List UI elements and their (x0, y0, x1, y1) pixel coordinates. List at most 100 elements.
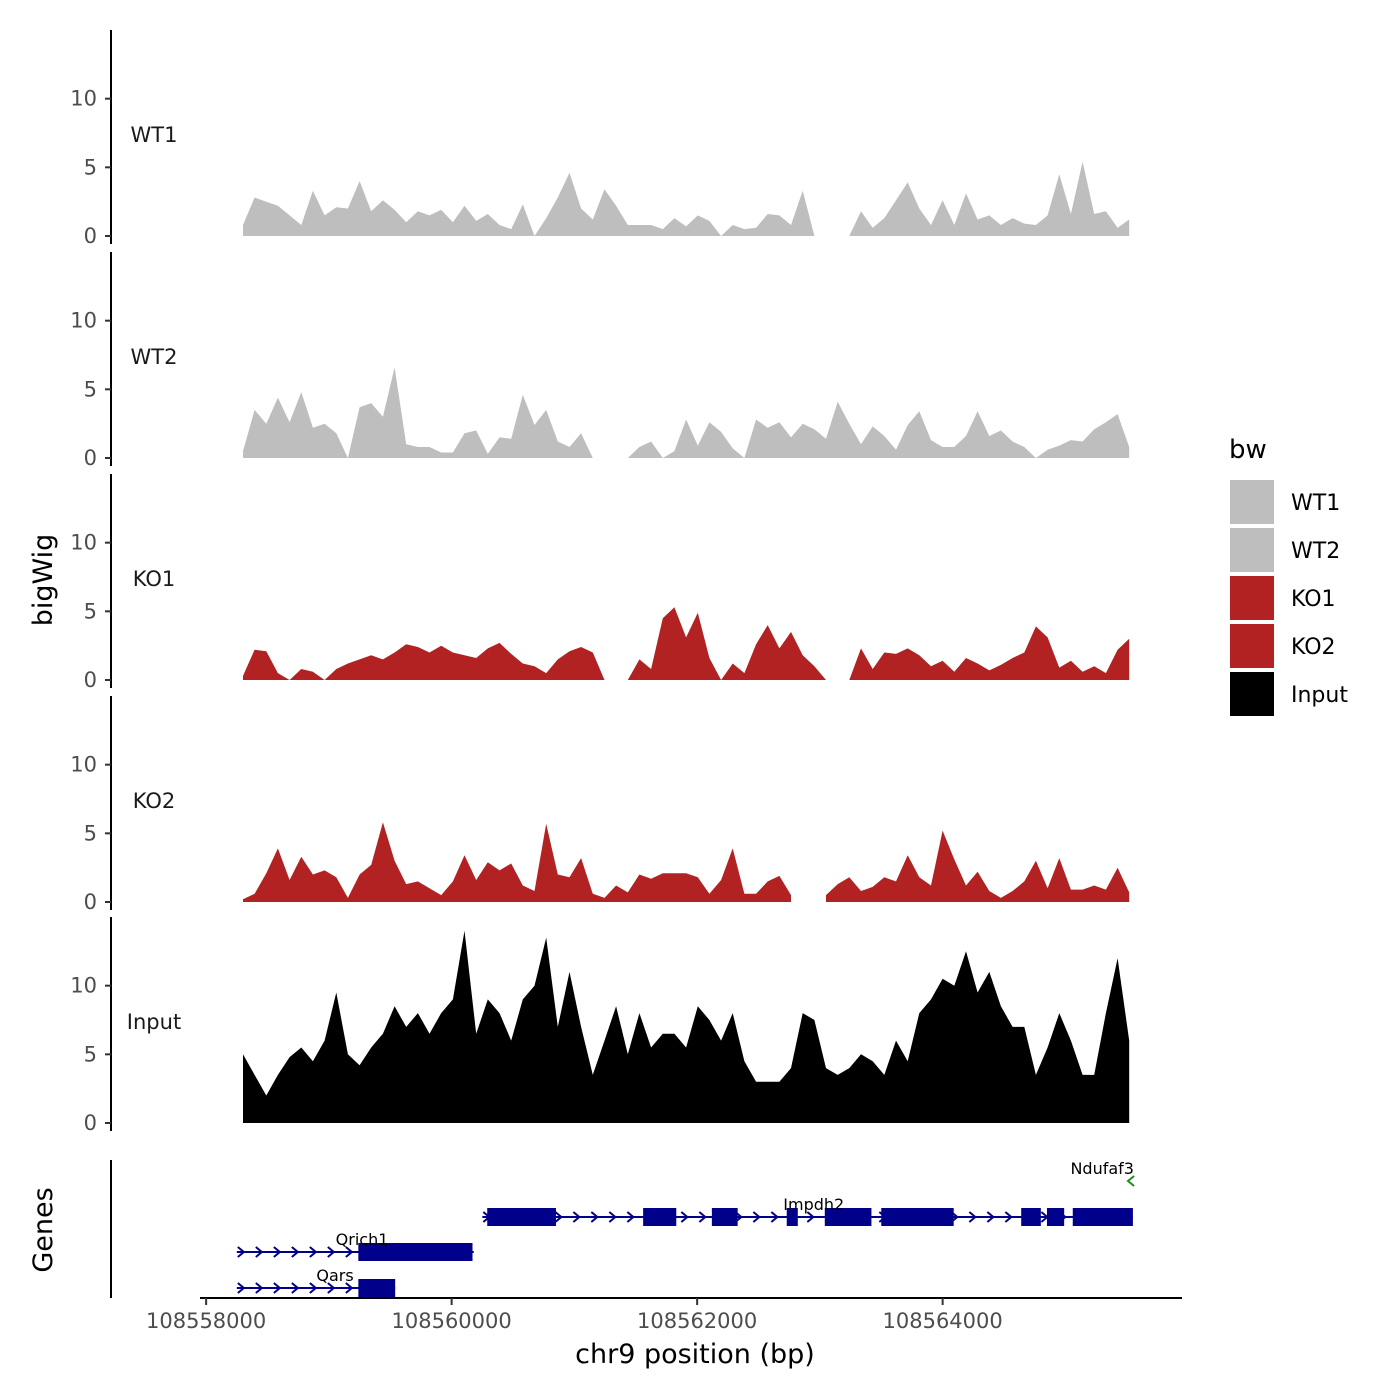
coverage-area (849, 161, 1130, 236)
legend-label: KO1 (1291, 587, 1336, 612)
y-tick-label: 10 (70, 87, 97, 111)
x-tick-label: 108558000 (146, 1309, 266, 1333)
gene-label: Ndufaf3 (1070, 1159, 1134, 1178)
track-label: KO1 (133, 567, 176, 591)
x-tick-label: 108562000 (637, 1309, 757, 1333)
coverage-area (243, 172, 815, 236)
gene-impdh2: Impdh2 (482, 1195, 1133, 1226)
strand-arrow (345, 1246, 354, 1258)
y-tick-label: 0 (84, 890, 97, 914)
x-tick-label: 108564000 (883, 1309, 1003, 1333)
strand-arrow (345, 1282, 354, 1294)
legend-label: WT2 (1291, 539, 1340, 564)
coverage-area (243, 930, 1130, 1123)
gene-exon (358, 1243, 473, 1261)
y-tick-label: 0 (84, 446, 97, 470)
y-axis-title: bigWig (28, 534, 59, 627)
gene-ndufaf3: Ndufaf3 (1070, 1159, 1135, 1187)
strand-arrow (291, 1282, 300, 1294)
strand-arrow (554, 1211, 563, 1223)
strand-arrow (1004, 1211, 1013, 1223)
strand-arrow (309, 1246, 318, 1258)
coverage-area (627, 607, 826, 680)
strand-arrow (770, 1211, 779, 1223)
track-wt1: 0 5 10 WT1 (70, 30, 1130, 248)
legend-label: KO2 (1291, 635, 1336, 660)
track-label: KO2 (133, 789, 176, 813)
legend-label: Input (1291, 683, 1348, 708)
y-tick-label: 0 (84, 224, 97, 248)
track-label: Input (127, 1010, 181, 1034)
gene-label: Qrich1 (336, 1230, 389, 1249)
strand-arrow (1126, 1175, 1135, 1187)
x-axis: 108558000 108560000 108562000 108564000 (146, 1297, 1182, 1333)
legend-swatch (1230, 624, 1274, 668)
y-tick-label: 5 (84, 821, 97, 845)
gene-qars: Qars (236, 1266, 396, 1297)
y-tick-label: 10 (70, 974, 97, 998)
strand-arrow (237, 1246, 246, 1258)
track-wt2: 0 5 10 WT2 (70, 252, 1130, 470)
gene-exon (358, 1279, 396, 1297)
strand-arrow (309, 1282, 318, 1294)
gene-exon (881, 1208, 954, 1226)
gene-exon (487, 1208, 556, 1226)
strand-arrow (255, 1246, 264, 1258)
strand-arrow (608, 1211, 617, 1223)
strand-arrow (255, 1282, 264, 1294)
strand-arrow (698, 1211, 707, 1223)
legend-swatch (1230, 528, 1274, 572)
track-label: WT2 (131, 345, 178, 369)
track-ko2: 0 5 10 KO2 (70, 696, 1130, 914)
y-tick-label: 10 (70, 531, 97, 555)
strand-arrow (680, 1211, 689, 1223)
y-tick-label: 10 (70, 753, 97, 777)
genes-axis-title: Genes (28, 1187, 59, 1272)
strand-arrow (968, 1211, 977, 1223)
coverage-area (826, 830, 1130, 902)
gene-qrich1: Qrich1 (236, 1230, 474, 1261)
gene-exon (824, 1208, 872, 1226)
strand-arrow (572, 1211, 581, 1223)
coverage-area (627, 401, 1130, 458)
coverage-area (243, 822, 791, 902)
gene-exon (643, 1208, 677, 1226)
coverage-area (243, 367, 593, 458)
legend-swatch (1230, 576, 1274, 620)
y-tick-label: 0 (84, 668, 97, 692)
strand-arrow (291, 1246, 300, 1258)
y-tick-label: 5 (84, 1042, 97, 1066)
gene-exon (786, 1208, 798, 1226)
y-tick-label: 10 (70, 309, 97, 333)
gene-label: Qars (316, 1266, 353, 1285)
legend-title: bw (1229, 435, 1267, 465)
gene-label: Impdh2 (783, 1195, 844, 1214)
gene-exon (1046, 1208, 1065, 1226)
y-tick-label: 5 (84, 599, 97, 623)
track-label: WT1 (131, 123, 178, 147)
gene-track: Ndufaf3 Impdh2 Qrich1 Qars (110, 1159, 1135, 1298)
legend-swatch (1230, 480, 1274, 524)
coverage-tracks: 0 5 10 WT1 0 5 10 WT2 0 5 10 KO1 0 5 10 KO2 0 5 10 Input (70, 30, 1130, 1135)
strand-arrow (273, 1282, 282, 1294)
y-tick-label: 5 (84, 155, 97, 179)
coverage-area (243, 642, 605, 680)
track-ko1: 0 5 10 KO1 (70, 474, 1130, 692)
strand-arrow (327, 1246, 336, 1258)
strand-arrow (986, 1211, 995, 1223)
x-axis-title: chr9 position (bp) (575, 1339, 815, 1370)
gene-exon (1072, 1208, 1133, 1226)
legend-swatch (1230, 672, 1274, 716)
strand-arrow (806, 1211, 815, 1223)
y-tick-label: 5 (84, 377, 97, 401)
gene-exon (1021, 1208, 1041, 1226)
gene-exon (711, 1208, 738, 1226)
strand-arrow (590, 1211, 599, 1223)
legend: bw WT1 WT2 KO1 KO2 Input (1229, 435, 1348, 716)
strand-arrow (752, 1211, 761, 1223)
x-tick-label: 108560000 (392, 1309, 512, 1333)
strand-arrow (273, 1246, 282, 1258)
strand-arrow (626, 1211, 635, 1223)
strand-arrow (327, 1282, 336, 1294)
